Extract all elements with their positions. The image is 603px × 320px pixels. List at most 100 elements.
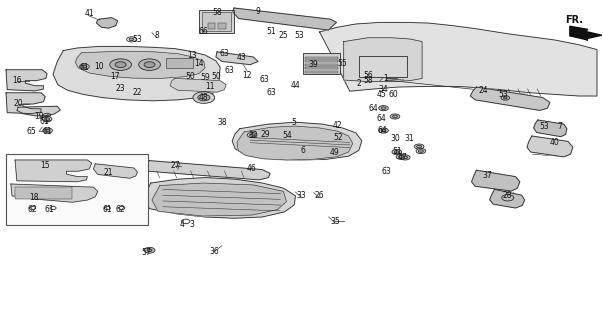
Polygon shape bbox=[6, 93, 45, 114]
Text: 64: 64 bbox=[377, 126, 387, 135]
Bar bbox=[218, 23, 226, 29]
Text: FR.: FR. bbox=[565, 15, 583, 25]
Circle shape bbox=[129, 38, 134, 41]
Text: 17: 17 bbox=[110, 72, 119, 81]
Circle shape bbox=[82, 65, 87, 68]
Bar bbox=[305, 67, 338, 69]
Circle shape bbox=[399, 156, 403, 158]
Circle shape bbox=[250, 134, 254, 136]
Text: 1: 1 bbox=[384, 74, 388, 83]
Text: 61: 61 bbox=[80, 63, 89, 72]
Text: 48: 48 bbox=[199, 93, 209, 102]
Text: 31: 31 bbox=[404, 134, 414, 143]
Text: 55: 55 bbox=[337, 59, 347, 68]
Circle shape bbox=[115, 62, 126, 68]
Circle shape bbox=[381, 129, 386, 132]
Polygon shape bbox=[237, 126, 353, 160]
Text: 37: 37 bbox=[482, 172, 492, 180]
Text: 21: 21 bbox=[104, 168, 113, 177]
Text: 19: 19 bbox=[34, 112, 44, 121]
Polygon shape bbox=[144, 161, 270, 180]
Bar bbox=[166, 58, 193, 68]
Circle shape bbox=[379, 128, 388, 133]
Polygon shape bbox=[170, 78, 226, 92]
Polygon shape bbox=[15, 160, 92, 182]
Text: 11: 11 bbox=[205, 82, 215, 91]
Text: 3: 3 bbox=[189, 220, 194, 229]
Text: 32: 32 bbox=[248, 132, 258, 140]
Text: 6: 6 bbox=[300, 146, 305, 155]
Circle shape bbox=[144, 247, 155, 253]
Circle shape bbox=[193, 92, 215, 103]
Text: 51: 51 bbox=[267, 27, 276, 36]
Text: 23: 23 bbox=[116, 84, 125, 93]
Polygon shape bbox=[93, 164, 137, 178]
Polygon shape bbox=[75, 51, 205, 78]
Text: 62: 62 bbox=[28, 205, 37, 214]
Text: 54: 54 bbox=[282, 132, 292, 140]
Text: 56: 56 bbox=[363, 71, 373, 80]
Circle shape bbox=[394, 151, 399, 153]
Text: 15: 15 bbox=[40, 161, 50, 170]
Text: 63: 63 bbox=[224, 66, 234, 75]
Text: 16: 16 bbox=[12, 76, 22, 85]
Text: 66: 66 bbox=[199, 28, 209, 36]
Bar bbox=[15, 187, 72, 199]
Text: 60: 60 bbox=[388, 90, 398, 99]
Bar bbox=[305, 71, 338, 73]
Polygon shape bbox=[11, 184, 98, 202]
Text: 22: 22 bbox=[133, 88, 142, 97]
Text: 9: 9 bbox=[256, 7, 260, 16]
Polygon shape bbox=[233, 8, 336, 30]
Text: 14: 14 bbox=[194, 60, 204, 68]
Bar bbox=[199, 10, 234, 33]
Text: 44: 44 bbox=[291, 81, 300, 90]
Text: 34: 34 bbox=[378, 85, 388, 94]
Circle shape bbox=[45, 129, 50, 132]
Text: 38: 38 bbox=[217, 118, 227, 127]
Text: 33: 33 bbox=[297, 191, 306, 200]
Text: 53: 53 bbox=[133, 35, 142, 44]
Text: 52: 52 bbox=[333, 133, 343, 142]
Polygon shape bbox=[232, 122, 362, 160]
Polygon shape bbox=[17, 106, 60, 116]
Circle shape bbox=[403, 156, 408, 159]
Polygon shape bbox=[320, 22, 597, 96]
Text: 20: 20 bbox=[13, 100, 23, 108]
Text: 50: 50 bbox=[211, 72, 221, 81]
Circle shape bbox=[144, 62, 155, 68]
Circle shape bbox=[147, 249, 152, 252]
Circle shape bbox=[392, 149, 402, 155]
Text: 61: 61 bbox=[45, 205, 54, 214]
Circle shape bbox=[414, 144, 424, 149]
Bar bbox=[6, 154, 148, 225]
Circle shape bbox=[400, 155, 410, 160]
Text: 18: 18 bbox=[29, 193, 39, 202]
Circle shape bbox=[418, 150, 423, 152]
Text: 13: 13 bbox=[187, 51, 197, 60]
Text: 51: 51 bbox=[392, 147, 402, 156]
Text: 36: 36 bbox=[209, 247, 219, 256]
Polygon shape bbox=[216, 52, 258, 65]
Text: 45: 45 bbox=[377, 90, 387, 99]
Text: 53: 53 bbox=[295, 31, 305, 40]
Text: 47: 47 bbox=[398, 153, 408, 162]
Bar bbox=[202, 12, 231, 31]
Text: 46: 46 bbox=[247, 164, 256, 173]
Text: 49: 49 bbox=[330, 148, 339, 157]
Text: 63: 63 bbox=[219, 49, 229, 58]
Polygon shape bbox=[527, 136, 573, 157]
Text: 35: 35 bbox=[330, 217, 340, 226]
Circle shape bbox=[43, 128, 52, 133]
Polygon shape bbox=[96, 18, 118, 28]
Text: 5: 5 bbox=[291, 118, 296, 127]
Polygon shape bbox=[6, 70, 47, 91]
Text: 61: 61 bbox=[103, 205, 112, 214]
Circle shape bbox=[393, 115, 397, 118]
Circle shape bbox=[379, 106, 388, 111]
Text: 42: 42 bbox=[333, 121, 343, 130]
Text: 63: 63 bbox=[381, 167, 391, 176]
Polygon shape bbox=[490, 189, 525, 208]
Circle shape bbox=[504, 97, 507, 99]
Polygon shape bbox=[570, 26, 602, 40]
